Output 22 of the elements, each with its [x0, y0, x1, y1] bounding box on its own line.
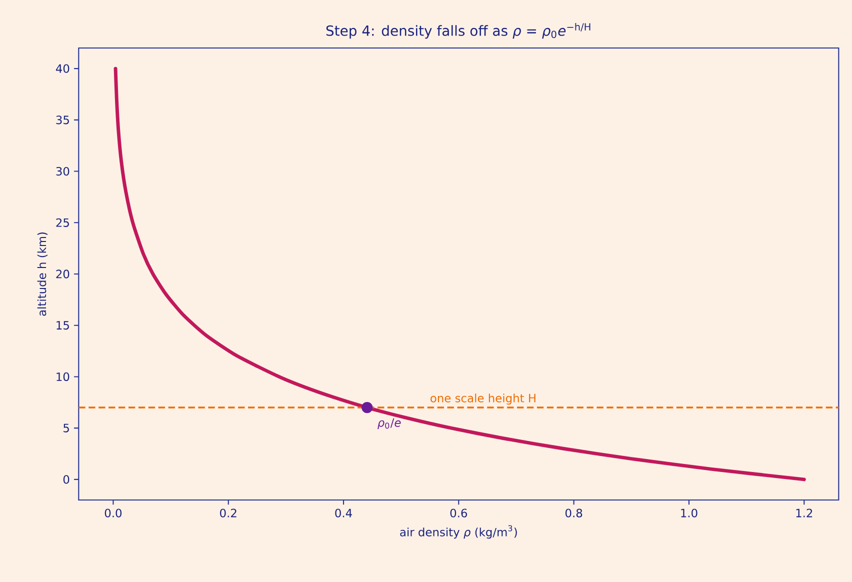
x-tick-label: 1.2 — [796, 508, 812, 518]
annotation: ρ$_{0}$/e — [378, 418, 401, 430]
y-tick-label: 25 — [56, 218, 69, 227]
ref-line-label: one scale height H — [430, 394, 536, 405]
line-series — [114, 66, 806, 482]
y-tick-label: 10 — [56, 372, 70, 382]
x-tick-label: 0.6 — [450, 508, 468, 518]
y-axis-title: altitude h (km) — [37, 232, 48, 316]
y-tick-label: 5 — [64, 424, 69, 432]
x-tick-label: 1.0 — [681, 508, 698, 518]
x-axis-title: air density ρ (kg/m$^{3}$) — [400, 525, 517, 539]
chart-title: Step 4: density falls off as ρ = ρ$_{0}$e$^{−h/H}$ — [326, 23, 590, 39]
y-tick-label: 40 — [56, 64, 70, 73]
x-tick-label: 0.2 — [220, 508, 236, 518]
x-tick-label: 0.8 — [565, 508, 582, 518]
y-tick-label: 0 — [63, 475, 70, 484]
x-tick-label: 0.0 — [104, 508, 122, 518]
y-tick-label: 15 — [56, 321, 69, 330]
y-tick-label: 20 — [56, 270, 70, 278]
x-tick-label: 0.4 — [335, 508, 352, 518]
y-tick-label: 35 — [56, 116, 69, 124]
y-tick-label: 30 — [56, 166, 70, 176]
